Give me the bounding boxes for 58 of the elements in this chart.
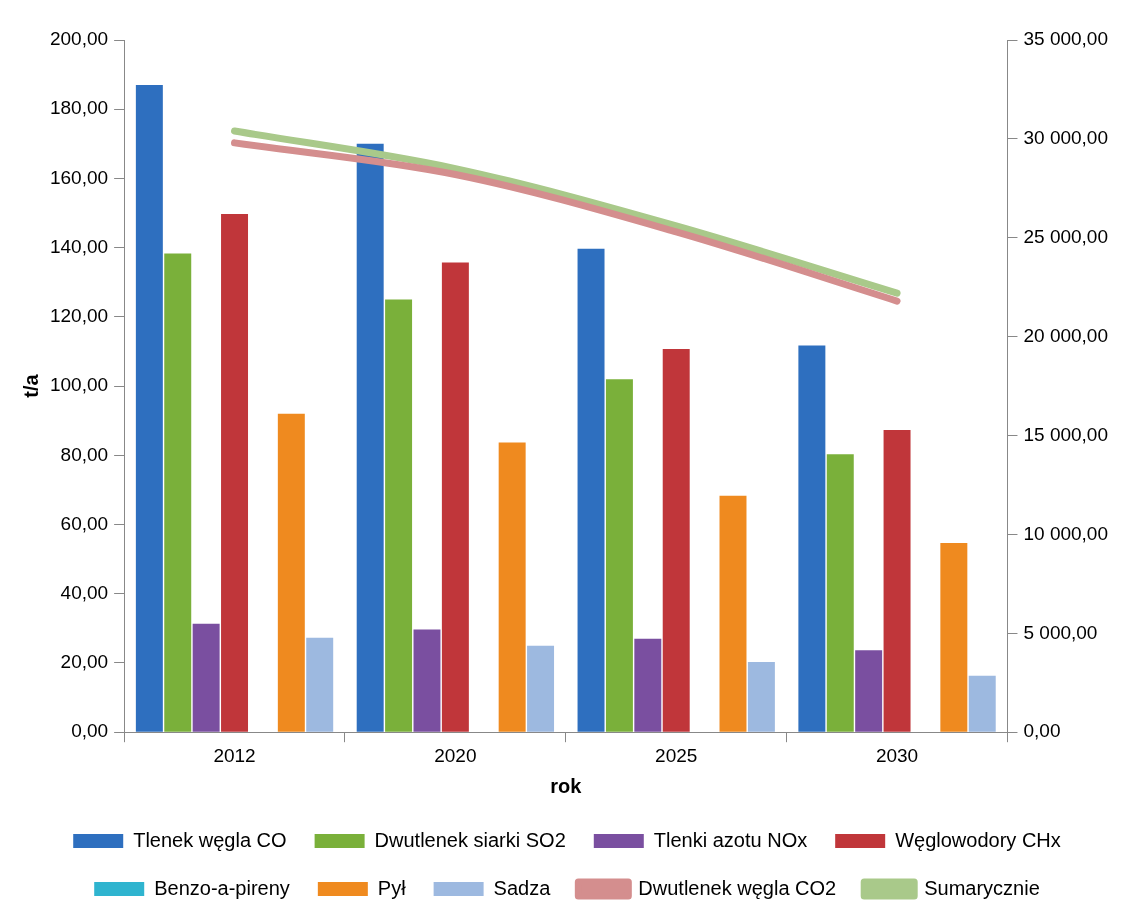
y-axis-title: t/a [19,373,42,398]
bar [135,84,163,732]
bar [441,262,469,732]
y-tick-label: 40,00 [60,581,109,603]
legend-label: Węglowodory CHx [895,828,1061,851]
legend-label: Dwutlenek siarki SO2 [374,828,566,851]
y-tick-label: 160,00 [49,166,109,188]
bar [883,430,911,732]
y-tick-label: 120,00 [49,305,109,327]
legend-label: Tlenki azotu NOx [653,828,808,851]
bar [192,623,220,732]
bar [855,650,883,732]
bar [277,413,305,732]
y2-tick-label: 10 000,00 [1023,522,1109,544]
x-tick-label: 2025 [655,744,698,766]
x-tick-label: 2012 [213,744,256,766]
bar [968,675,996,732]
y2-tick-label: 5 000,00 [1023,621,1098,643]
x-axis-title: rok [550,774,583,797]
bar [306,637,334,732]
y2-tick-label: 15 000,00 [1023,423,1109,445]
y-tick-label: 60,00 [60,512,109,534]
y-tick-label: 100,00 [49,374,109,396]
y2-tick-label: 25 000,00 [1023,226,1109,248]
y2-tick-label: 0,00 [1023,720,1061,742]
bar [356,143,384,732]
legend-label: Dwutlenek węgla CO2 [638,876,837,899]
y2-tick-label: 35 000,00 [1023,28,1109,50]
bar [605,379,633,732]
legend-label: Sumarycznie [924,876,1040,899]
bar [221,214,249,732]
bar [662,349,690,732]
bar [164,253,192,732]
bar [634,638,662,732]
x-tick-label: 2020 [434,744,477,766]
y-tick-label: 80,00 [60,443,109,465]
bar [527,645,555,732]
y-tick-label: 200,00 [49,28,109,50]
bar [826,454,854,732]
legend-label: Tlenek węgla CO [133,828,287,851]
y-tick-label: 180,00 [49,97,109,119]
bar [498,442,526,732]
y-tick-label: 0,00 [71,720,109,742]
y2-tick-label: 30 000,00 [1023,127,1109,149]
legend-label: Pył [377,876,407,899]
bar [385,299,413,732]
x-tick-label: 2030 [875,744,919,766]
y-tick-label: 140,00 [49,235,109,257]
bar [577,248,605,732]
y-tick-label: 20,00 [60,651,109,673]
bar [798,345,826,732]
y2-tick-label: 20 000,00 [1023,324,1109,346]
bar [413,629,441,732]
bar [940,542,968,732]
bar [747,661,775,732]
legend-label: Sadza [493,876,552,899]
bar [719,495,747,732]
legend-label: Benzo-a-pireny [154,876,290,899]
